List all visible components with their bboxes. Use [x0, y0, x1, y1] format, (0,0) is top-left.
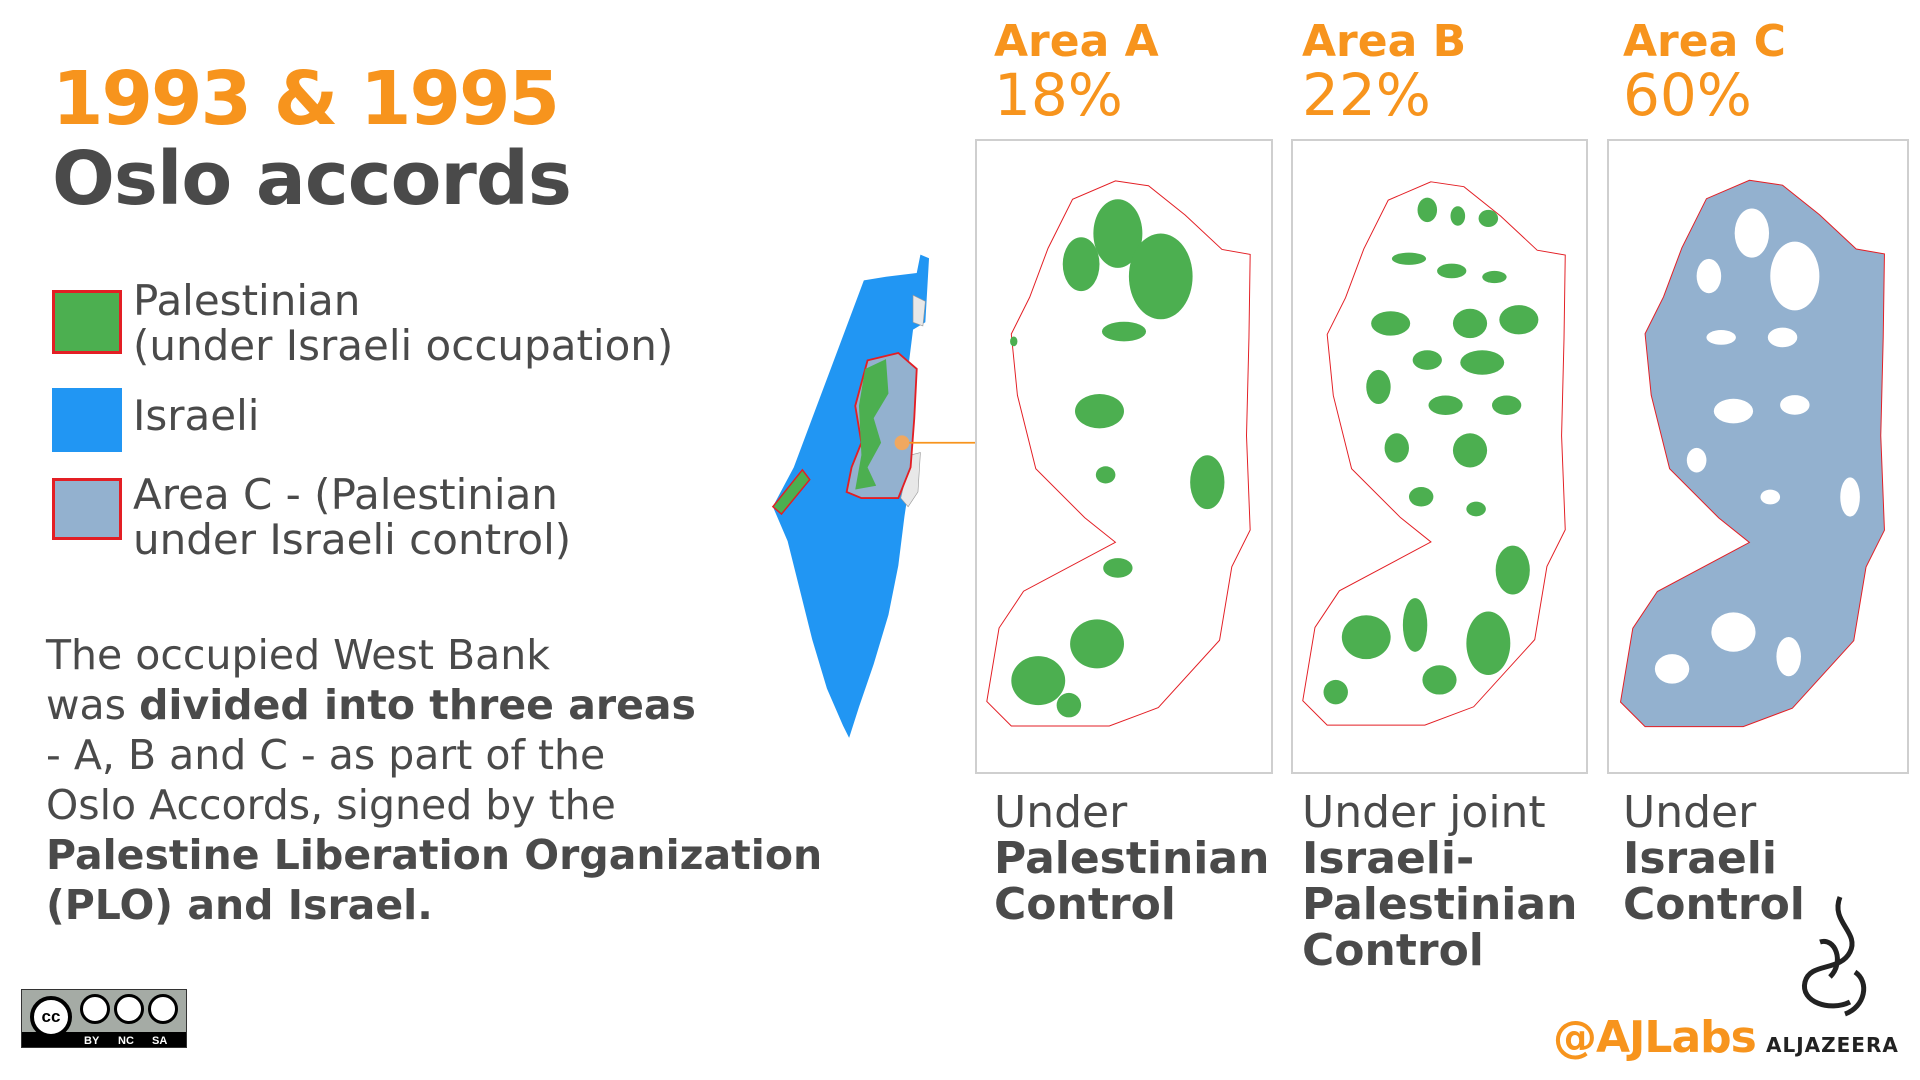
area-c-label: Under Israeli Control [1623, 787, 1805, 930]
area-b-map [1302, 181, 1566, 726]
attribution-icon [80, 994, 110, 1024]
legend-swatch-area-c [52, 478, 122, 540]
panel-area-c [1607, 139, 1909, 774]
area-a-header: Area A 18% [994, 16, 1159, 129]
cc-license-badge[interactable]: cc BY NC SA [21, 989, 187, 1048]
noncommercial-icon [114, 994, 144, 1024]
legend-swatch-israeli [52, 388, 122, 452]
description: The occupied West Bank was divided into … [46, 631, 823, 929]
area-a-map [986, 180, 1251, 727]
area-b-label: Under joint Israeli- Palestinian Control [1302, 787, 1578, 976]
area-c-header: Area C 60% [1623, 16, 1786, 129]
legend-label-israeli: Israeli [133, 391, 260, 440]
legend-swatch-palestinian [52, 290, 122, 354]
sharealike-icon [148, 994, 178, 1024]
page-title: Oslo accords [52, 136, 572, 222]
legend-label-palestinian: Palestinian (under Israeli occupation) [133, 276, 674, 370]
title-years: 1993 & 1995 [52, 56, 560, 142]
aljazeera-brand: ALJAZEERA [1766, 1033, 1899, 1057]
ajlabs-handle: @AJLabs [1553, 1012, 1757, 1063]
area-b-header: Area B 22% [1302, 16, 1467, 129]
panel-area-b [1291, 139, 1588, 774]
aljazeera-logo-icon [1802, 896, 1867, 1017]
area-a-label: Under Palestinian Control [994, 787, 1270, 930]
israel-map [771, 254, 979, 738]
area-c-map [1619, 179, 1885, 728]
legend-label-area-c: Area C - (Palestinian under Israeli contr… [133, 470, 572, 564]
panel-area-a [975, 139, 1273, 774]
cc-icon: cc [30, 996, 72, 1038]
